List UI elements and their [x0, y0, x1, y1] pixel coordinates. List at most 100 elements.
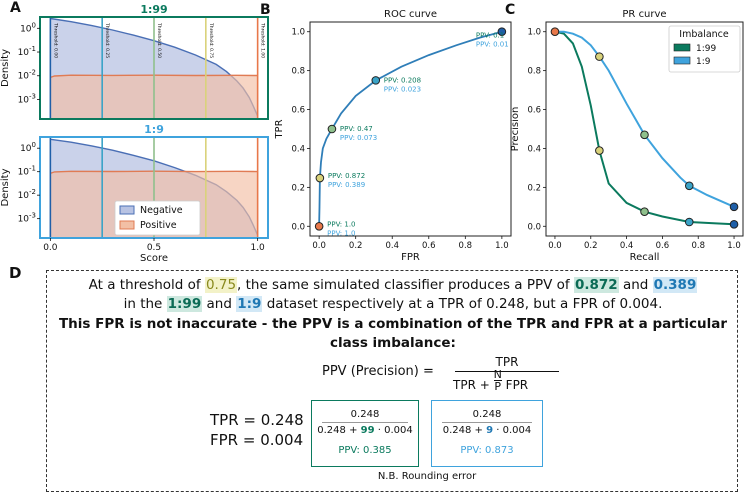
roc-point — [371, 76, 381, 85]
text-fragment: 0.248 + — [442, 425, 487, 436]
plot-frame — [545, 21, 744, 237]
y-tick-label: 0.6 — [527, 106, 541, 116]
panel-label-a: A — [10, 0, 21, 16]
y-tick-label: 0.8 — [291, 67, 305, 77]
text-fragment: and — [618, 277, 653, 293]
plot-title: ROC curve — [384, 9, 437, 20]
panel-d-line-3: This FPR is not inaccurate - the PPV is … — [58, 316, 728, 332]
formula-lhs: PPV (Precision) = — [322, 364, 434, 379]
pr-point — [640, 130, 649, 140]
text-fragment: dataset respectively at a TPR of 0.248, … — [262, 296, 663, 312]
pr-legend-label: 1:99 — [696, 44, 716, 54]
x-tick-label: 0.6 — [656, 241, 670, 251]
y-tick-label: 10-1 — [18, 45, 36, 58]
ppv-label-1-9: PPV: 1.0 — [327, 229, 355, 237]
x-tick-label: 0.2 — [349, 241, 363, 251]
pr-legend-title: Imbalance — [679, 29, 729, 40]
x-axis-label: Score — [140, 253, 168, 264]
box-denominator: 0.248 + 9 · 0.004 — [432, 425, 542, 436]
y-tick-label: 0.0 — [527, 222, 541, 232]
y-tick-label: 100 — [20, 141, 36, 154]
legend-box — [114, 200, 201, 236]
threshold-label: Threshold: 0.25 — [104, 22, 110, 58]
text-fragment: TPR + — [453, 378, 490, 392]
x-tick-label: 0.0 — [43, 243, 58, 253]
y-axis-label: Density — [0, 168, 11, 206]
y-tick-label: 100 — [20, 21, 36, 34]
box-bar — [322, 422, 408, 423]
y-tick-label: 10-2 — [18, 188, 36, 201]
x-tick-label: 1.0 — [727, 241, 741, 251]
x-tick-label: 0.8 — [459, 241, 473, 251]
x-tick-label: 1.0 — [495, 241, 509, 251]
plot-title: PR curve — [622, 9, 666, 20]
y-tick-label: 10-1 — [18, 165, 36, 178]
plot-frame — [39, 16, 269, 120]
threshold-label: Threshold: 0.50 — [156, 22, 162, 58]
pr-point — [640, 207, 649, 216]
formula-numerator: TPR — [495, 355, 519, 369]
ppv-label-1-9: PPV: 0.389 — [328, 181, 365, 189]
rounding-note: N.B. Rounding error — [377, 471, 477, 482]
panel-d-line-2: in the 1:99 and 1:9 dataset respectively… — [47, 296, 739, 312]
plot-frame — [309, 21, 512, 237]
ratio-highlight: 99 — [360, 425, 375, 436]
ppv-1-9-highlight: 0.389 — [652, 277, 698, 293]
y-tick-label: 10-2 — [18, 69, 36, 82]
roc-curve — [318, 30, 503, 227]
threshold-label: Threshold: 0.75 — [208, 22, 214, 58]
ppv-label-1-9: PPV: 0.023 — [384, 85, 421, 93]
x-tick-label: 0.0 — [548, 241, 562, 251]
ppv-label-1-9: PPV: 0.01 — [476, 41, 509, 49]
ppv-label-1-99: PPV: 0.47 — [340, 125, 373, 133]
panel-label-d: D — [6, 264, 25, 282]
legend-label-positive: Positive — [140, 220, 177, 231]
x-tick-label: 1.0 — [250, 243, 265, 253]
y-axis-label: Density — [0, 49, 11, 87]
y-tick-label: 0.4 — [527, 144, 541, 154]
ppv-box-1-99: 0.248 0.248 + 99 · 0.004 PPV: 0.385 — [311, 400, 419, 467]
n-label: N — [493, 368, 502, 381]
y-tick-label: 0.2 — [291, 183, 305, 193]
x-tick-label: 0.2 — [584, 241, 598, 251]
pr-legend-swatch — [673, 56, 691, 65]
box-numerator: 0.248 — [472, 409, 502, 420]
formula-bar — [455, 371, 559, 372]
threshold-label: Threshold: 0.00 — [52, 22, 58, 58]
ppv-label-1-99: PPV: 0.208 — [384, 76, 421, 84]
y-tick-label: 10-3 — [18, 92, 36, 105]
legend-swatch-negative — [119, 205, 135, 215]
y-tick-label: 10-3 — [18, 212, 36, 225]
panel-label-c: C — [505, 2, 515, 18]
text-fragment: · 0.004 — [493, 425, 532, 436]
y-tick-label: 0.6 — [291, 106, 305, 116]
roc-point — [315, 173, 325, 183]
x-tick-label: 0.4 — [385, 241, 399, 251]
x-tick-label: 0.0 — [312, 241, 326, 251]
ppv-label-1-99: PPV: 0.872 — [328, 172, 365, 180]
panel-label-b: B — [260, 2, 271, 18]
ppv-label-1-99: PPV: 1.0 — [327, 220, 355, 228]
ratio-highlight: 9 — [486, 425, 494, 436]
legend-swatch-positive — [119, 220, 135, 230]
y-tick-label: 1.0 — [291, 28, 305, 38]
p-label: P — [494, 380, 502, 393]
roc-point — [497, 27, 507, 37]
legend-label-negative: Negative — [140, 205, 183, 216]
panel-d-line-4: class imbalance: — [330, 335, 456, 351]
text-fragment: and — [202, 296, 237, 312]
text-fragment: · 0.004 — [374, 425, 413, 436]
pr-legend-swatch — [673, 43, 691, 52]
fpr-value: FPR = 0.004 — [210, 431, 304, 449]
x-axis-label: FPR — [401, 252, 420, 263]
text-fragment: 0.248 + — [317, 425, 361, 436]
box-denominator: 0.248 + 99 · 0.004 — [312, 425, 418, 436]
text-fragment: FPR — [505, 378, 529, 392]
ppv-1-99-highlight: 0.872 — [573, 277, 619, 293]
y-tick-label: 1.0 — [527, 28, 541, 38]
y-tick-label: 0.2 — [527, 183, 541, 193]
charts-canvas: A B C Threshold: 0.00 Threshold: 0.25 Thresho… — [0, 0, 744, 264]
pr-point — [729, 202, 739, 212]
